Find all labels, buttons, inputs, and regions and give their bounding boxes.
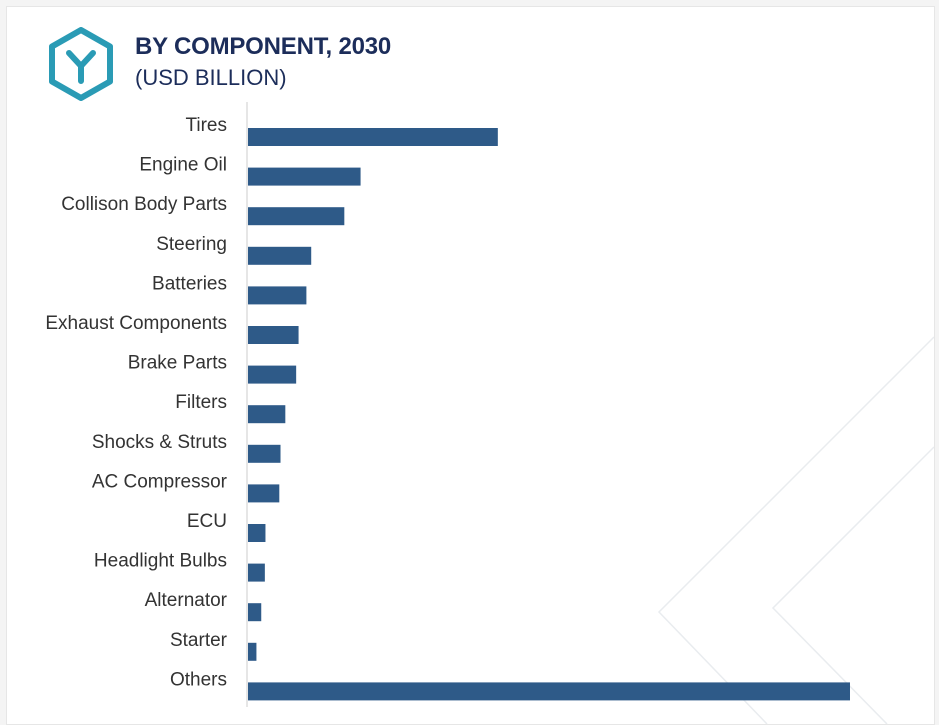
bar-chart: Tires Engine Oil Collison Body Parts Steeri… [45, 102, 850, 707]
bar [248, 128, 498, 146]
bar [248, 326, 299, 344]
bar [248, 642, 257, 661]
category-label: Tires [185, 115, 227, 136]
bar [248, 603, 262, 622]
category-label: AC Compressor [92, 471, 228, 492]
bar [248, 563, 265, 582]
chart-subtitle: (USD BILLION) [135, 65, 287, 90]
category-label: Batteries [152, 273, 227, 294]
category-label: Starter [170, 630, 228, 651]
category-label: Brake Parts [128, 353, 227, 374]
chart-title: BY COMPONENT, 2030 [135, 33, 392, 60]
category-label: Steering [156, 234, 227, 255]
category-label: Others [170, 669, 227, 690]
category-label: Shocks & Struts [92, 432, 227, 453]
category-label: Engine Oil [139, 155, 227, 176]
bar [248, 365, 297, 384]
category-label: Alternator [145, 590, 228, 611]
category-label: Collison Body Parts [61, 194, 227, 215]
bar [248, 167, 361, 186]
chart-card: BY COMPONENT, 2030 (USD BILLION) Tires En… [6, 6, 935, 725]
category-label: Exhaust Components [45, 313, 227, 334]
hexagon-y-logo-icon [49, 27, 113, 101]
category-label: Filters [175, 392, 227, 413]
bar [248, 682, 850, 701]
bar [248, 207, 345, 226]
bar [248, 246, 312, 265]
category-label: ECU [187, 511, 227, 532]
bar [248, 444, 281, 463]
bar [248, 286, 307, 305]
category-label: Headlight Bulbs [94, 551, 227, 572]
bar [248, 524, 266, 542]
bar [248, 484, 280, 503]
bar [248, 405, 286, 424]
